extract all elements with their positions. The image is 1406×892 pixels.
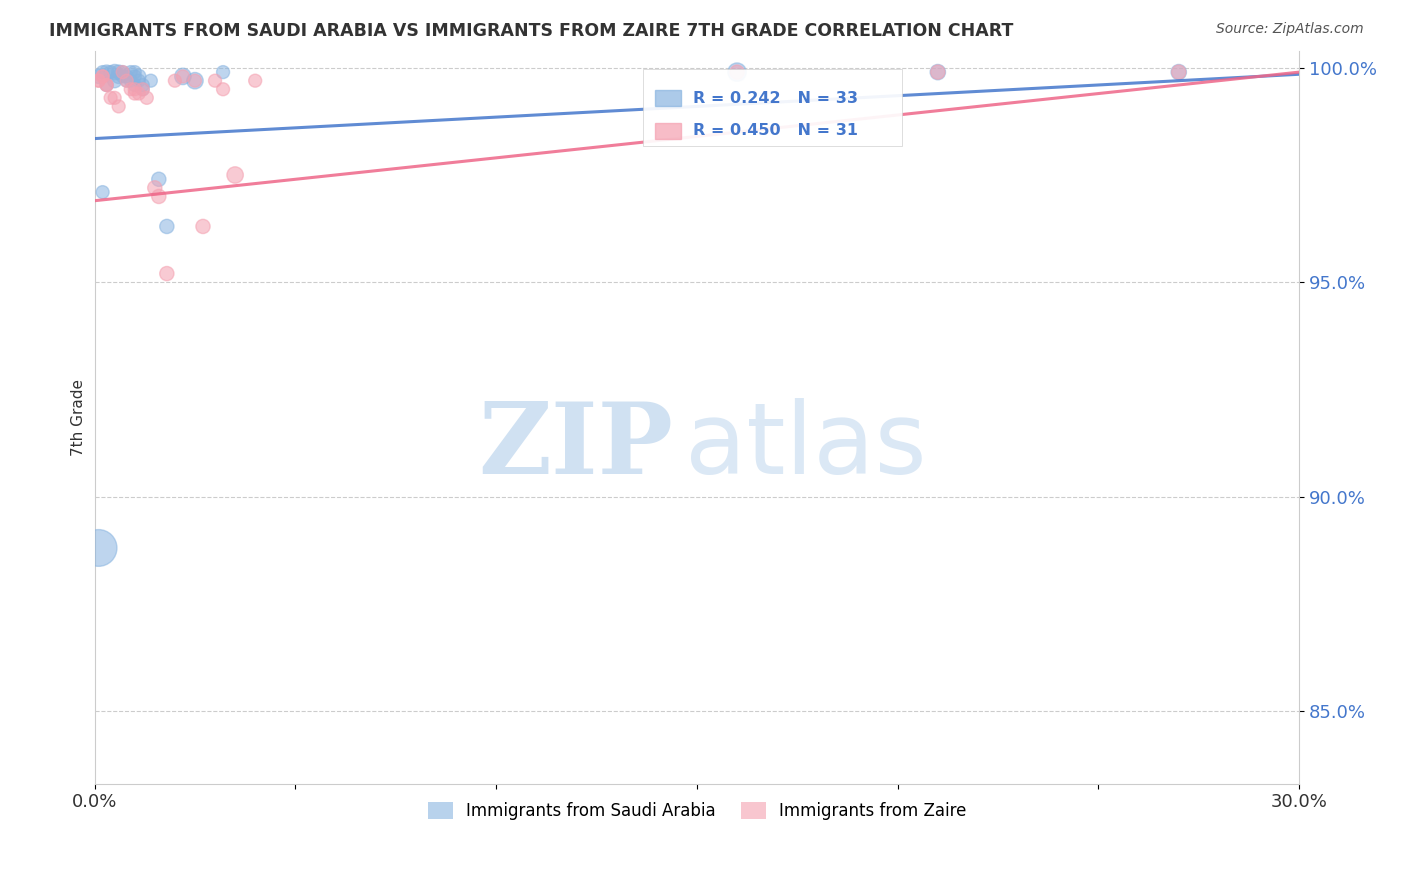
Point: [1167, 65, 1189, 79]
Point: [124, 82, 146, 96]
Point: [212, 65, 235, 79]
Point: [148, 189, 170, 203]
Point: [91, 70, 114, 84]
Point: [927, 65, 949, 79]
Point: [143, 181, 166, 195]
Point: [107, 65, 129, 79]
Text: IMMIGRANTS FROM SAUDI ARABIA VS IMMIGRANTS FROM ZAIRE 7TH GRADE CORRELATION CHAR: IMMIGRANTS FROM SAUDI ARABIA VS IMMIGRAN…: [49, 22, 1014, 40]
Point: [139, 73, 162, 87]
Point: [111, 70, 134, 84]
Point: [245, 73, 267, 87]
Point: [172, 70, 194, 84]
Point: [111, 65, 134, 79]
Point: [115, 70, 138, 84]
Point: [87, 541, 110, 555]
Point: [91, 185, 114, 199]
Point: [156, 267, 179, 281]
Point: [132, 82, 155, 96]
Point: [224, 168, 246, 182]
Point: [96, 78, 118, 92]
Point: [725, 65, 748, 79]
Point: [172, 70, 194, 84]
FancyBboxPatch shape: [643, 69, 901, 146]
Point: [115, 73, 138, 87]
Point: [1167, 65, 1189, 79]
Point: [91, 65, 114, 79]
Point: [87, 73, 110, 87]
Point: [87, 73, 110, 87]
Point: [104, 91, 127, 105]
Point: [128, 87, 150, 101]
Point: [100, 65, 122, 79]
Point: [104, 73, 127, 87]
Text: R = 0.450   N = 31: R = 0.450 N = 31: [693, 123, 858, 138]
Point: [132, 78, 155, 92]
Point: [124, 87, 146, 101]
Y-axis label: 7th Grade: 7th Grade: [72, 379, 86, 456]
Text: atlas: atlas: [685, 398, 927, 495]
Point: [120, 65, 142, 79]
Point: [184, 73, 207, 87]
Point: [204, 73, 226, 87]
Point: [124, 78, 146, 92]
Point: [111, 65, 134, 79]
Point: [148, 172, 170, 186]
Point: [124, 65, 146, 79]
Point: [927, 65, 949, 79]
Point: [132, 82, 155, 96]
Bar: [655, 122, 682, 138]
Point: [120, 82, 142, 96]
Point: [725, 65, 748, 79]
Text: Source: ZipAtlas.com: Source: ZipAtlas.com: [1216, 22, 1364, 37]
Point: [115, 73, 138, 87]
Point: [91, 70, 114, 84]
Text: R = 0.242   N = 33: R = 0.242 N = 33: [693, 91, 858, 106]
Point: [212, 82, 235, 96]
Legend: Immigrants from Saudi Arabia, Immigrants from Zaire: Immigrants from Saudi Arabia, Immigrants…: [420, 795, 973, 827]
Bar: [655, 90, 682, 106]
Point: [96, 78, 118, 92]
Point: [124, 70, 146, 84]
Point: [135, 91, 157, 105]
Point: [87, 70, 110, 84]
Point: [191, 219, 214, 234]
Point: [128, 73, 150, 87]
Point: [107, 70, 129, 84]
Point: [107, 99, 129, 113]
Point: [184, 73, 207, 87]
Point: [100, 91, 122, 105]
Point: [104, 65, 127, 79]
Point: [96, 78, 118, 92]
Point: [96, 65, 118, 79]
Text: ZIP: ZIP: [478, 398, 673, 495]
Point: [156, 219, 179, 234]
Point: [163, 73, 186, 87]
Point: [128, 70, 150, 84]
Point: [120, 73, 142, 87]
